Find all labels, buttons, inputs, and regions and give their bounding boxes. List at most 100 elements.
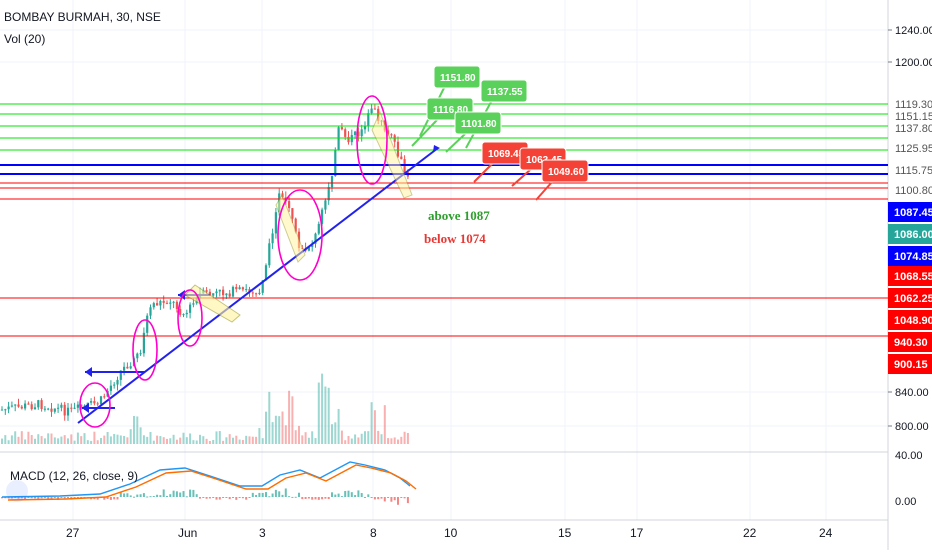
volume-bar — [149, 431, 152, 444]
volume-bar — [373, 410, 376, 444]
volume-bar — [83, 433, 86, 444]
level-axis-label: 1100.80 — [895, 185, 932, 197]
macd-histogram-bar — [17, 497, 20, 499]
candle-body — [334, 149, 337, 176]
time-tick-label: Jun — [178, 526, 197, 540]
volume-bar — [327, 387, 330, 444]
macd-histogram-bar — [136, 494, 139, 497]
candle-body — [370, 108, 373, 114]
macd-histogram-bar — [245, 497, 248, 500]
macd-histogram-bar — [126, 493, 129, 497]
volume-bar — [43, 438, 46, 444]
volume-bar — [172, 434, 175, 444]
macd-histogram-bar — [139, 494, 142, 497]
candle-body — [231, 286, 235, 297]
highlight-circle — [132, 319, 158, 381]
callout-pointer — [511, 169, 531, 187]
volume-bar — [123, 435, 126, 444]
candle-body — [347, 136, 350, 143]
volume-bar — [159, 436, 162, 444]
candle-body — [14, 404, 17, 406]
macd-histogram-bar — [248, 497, 251, 498]
target-callouts[interactable]: 1151.801137.551116.801101.801069.451063.… — [411, 65, 589, 201]
price-axis[interactable]: 1240.00 1200.00 840.00 800.00 1119.301151.15… — [888, 25, 932, 508]
blue-arrow-head — [85, 367, 92, 377]
volume-bar — [100, 437, 102, 444]
macd-histogram-bar — [195, 494, 198, 497]
level-axis-label: 1137.80 — [895, 123, 932, 135]
candle-body — [218, 289, 221, 292]
volume-bar — [195, 440, 198, 444]
candle-body — [20, 406, 23, 409]
macd-histogram-bar — [265, 492, 267, 497]
macd-histogram-bar — [278, 491, 281, 497]
price-tag-label: 1087.45 — [894, 207, 932, 219]
volume-bar — [27, 431, 30, 444]
volume-bar — [238, 439, 241, 444]
macd-histogram-bar — [50, 497, 53, 499]
candle-body — [396, 141, 400, 157]
macd-histogram-bar — [387, 497, 390, 498]
candle-body — [93, 401, 96, 404]
macd-histogram-bar — [175, 491, 178, 497]
candle-body — [330, 175, 334, 188]
macd-panel — [1, 461, 417, 505]
time-tick-label: 17 — [630, 526, 644, 540]
trend-drawings[interactable]: above 1087 below 1074 — [77, 95, 490, 428]
volume-bar — [17, 436, 20, 444]
candle-body — [261, 280, 264, 293]
volume-bar — [189, 433, 192, 444]
candle-body — [205, 290, 208, 292]
volume-bar — [57, 438, 60, 444]
macd-histogram-bar — [159, 495, 162, 497]
macd-histogram-bar — [251, 492, 254, 497]
macd-histogram-bar — [370, 497, 373, 498]
volume-bar — [146, 436, 149, 444]
candle-body — [251, 292, 254, 294]
price-tag-bg — [888, 266, 932, 286]
macd-histogram-bar — [255, 494, 258, 497]
macd-histogram-bar — [103, 497, 106, 500]
time-tick-label: 8 — [370, 526, 377, 540]
highlight-circle — [356, 95, 388, 185]
candle-body — [33, 407, 37, 410]
macd-histogram-bar — [304, 497, 307, 499]
macd-histogram-bar — [317, 497, 320, 500]
volume-bar — [357, 437, 360, 444]
blue-arrow-head — [82, 403, 89, 413]
volume-bar — [212, 440, 215, 444]
macd-histogram-bar — [334, 494, 337, 497]
macd-histogram-bar — [327, 497, 330, 500]
macd-histogram-bar — [393, 497, 396, 501]
macd-histogram-bar — [123, 493, 126, 497]
macd-histogram-bar — [383, 497, 386, 502]
macd-histogram-bar — [14, 497, 17, 498]
candle-body — [159, 300, 162, 306]
flag-pattern — [275, 193, 306, 263]
time-axis[interactable]: 27 Jun 3 8 10 15 17 22 24 — [66, 526, 833, 540]
macd-histogram-bar — [235, 497, 238, 500]
candle-body — [76, 404, 79, 408]
volume-bar — [202, 436, 205, 444]
volume-bar — [340, 430, 343, 444]
macd-histogram-bar — [225, 497, 228, 498]
volume-bar — [156, 435, 159, 444]
volume-bar — [208, 440, 211, 444]
volume-bar — [364, 431, 366, 444]
volume-indicator-label: Vol (20) — [4, 32, 46, 46]
volume-bar — [245, 435, 248, 444]
macd-histogram-bar — [274, 489, 277, 497]
macd-histogram-bar — [288, 496, 291, 498]
candle-body — [350, 135, 353, 143]
macd-histogram-bar — [258, 492, 261, 497]
candle-body — [311, 243, 314, 247]
price-tick-label: 1240.00 — [895, 25, 932, 37]
candle-body — [109, 385, 112, 391]
callout-box — [480, 79, 528, 103]
volume-bar — [225, 437, 228, 444]
volume-bar — [166, 438, 168, 444]
callout-box — [541, 159, 589, 183]
volume-bar — [119, 435, 122, 444]
